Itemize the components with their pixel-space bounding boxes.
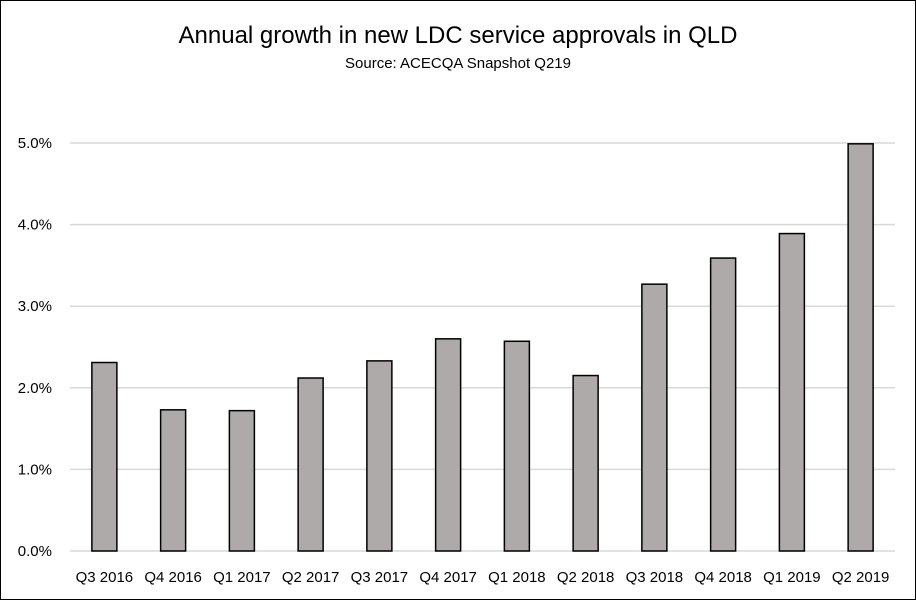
x-tick-label: Q4 2016 bbox=[144, 569, 202, 586]
x-tick-label: Q1 2017 bbox=[213, 569, 271, 586]
bar bbox=[434, 338, 462, 552]
chart-title: Annual growth in new LDC service approva… bbox=[178, 22, 738, 49]
bar bbox=[572, 374, 599, 552]
y-tick-label: 1.0% bbox=[18, 461, 52, 478]
y-tick-label: 5.0% bbox=[18, 135, 52, 152]
bar bbox=[503, 340, 531, 552]
x-tick-label: Q3 2017 bbox=[351, 569, 409, 586]
x-tick-label: Q3 2018 bbox=[626, 569, 684, 586]
bar bbox=[709, 257, 737, 552]
bar bbox=[297, 377, 324, 552]
bar bbox=[228, 409, 256, 552]
x-tick-label: Q1 2019 bbox=[763, 569, 821, 586]
x-tick-label: Q2 2017 bbox=[282, 569, 340, 586]
x-tick-label: Q2 2019 bbox=[832, 569, 890, 586]
y-tick-label: 0.0% bbox=[18, 543, 52, 560]
x-tick-label: Q1 2018 bbox=[488, 569, 546, 586]
bar bbox=[159, 409, 187, 552]
bar bbox=[778, 232, 806, 552]
y-tick-label: 3.0% bbox=[18, 298, 52, 315]
x-tick-label: Q3 2016 bbox=[76, 569, 134, 586]
y-tick-label: 2.0% bbox=[18, 380, 52, 397]
bar bbox=[366, 360, 393, 552]
bar bbox=[91, 361, 118, 552]
x-tick-label: Q4 2017 bbox=[419, 569, 477, 586]
chart-subtitle: Source: ACECQA Snapshot Q219 bbox=[345, 55, 571, 72]
x-tick-label: Q4 2018 bbox=[694, 569, 752, 586]
y-tick-label: 4.0% bbox=[18, 217, 52, 234]
x-tick-label: Q2 2018 bbox=[557, 569, 615, 586]
bar bbox=[847, 143, 874, 552]
bar bbox=[641, 283, 668, 552]
